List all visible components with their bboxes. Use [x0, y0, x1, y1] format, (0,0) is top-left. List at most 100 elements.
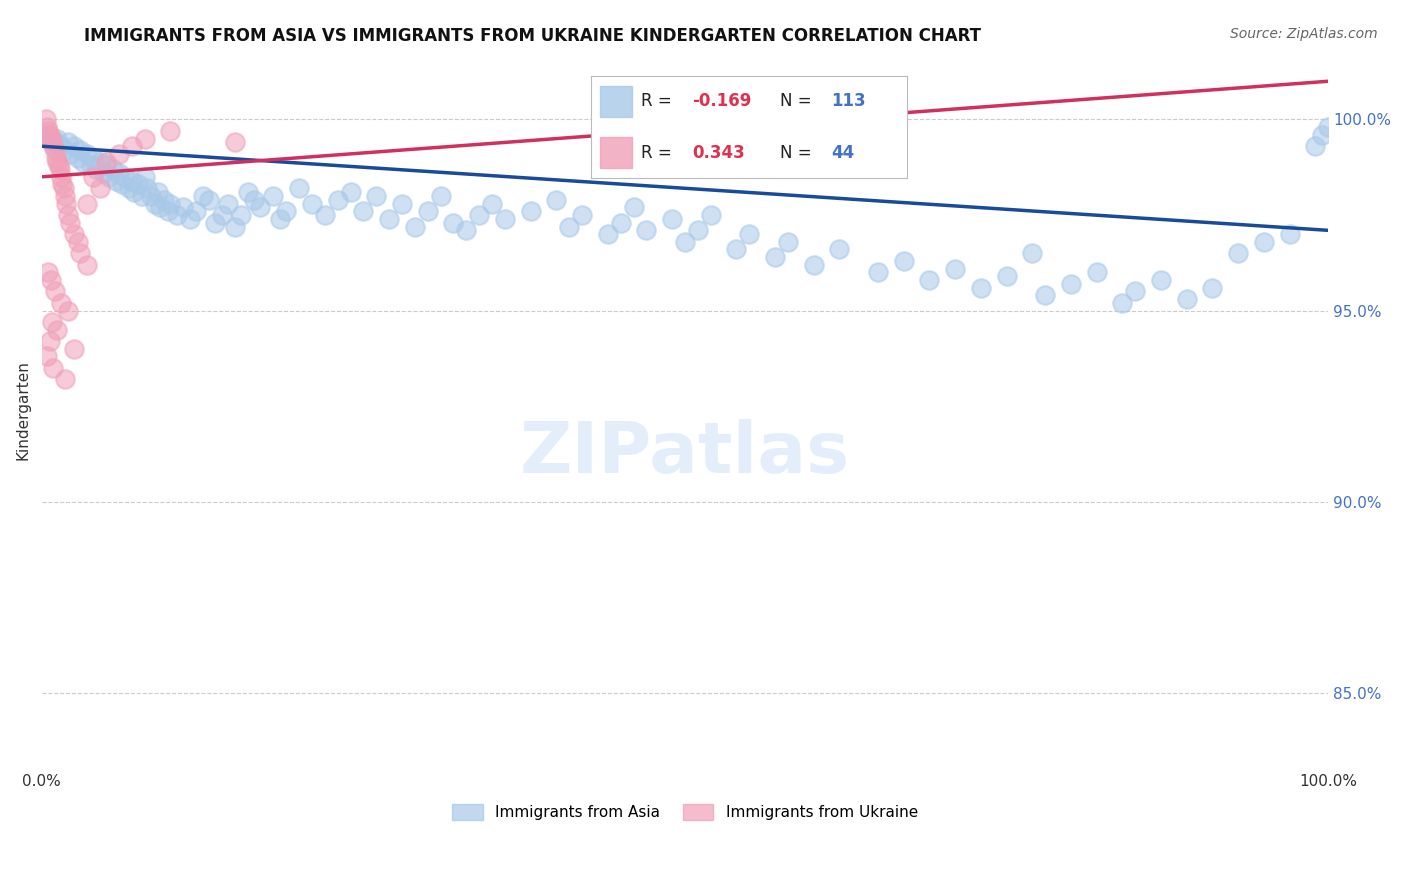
Point — [243, 193, 266, 207]
Point — [131, 189, 153, 203]
Point — [94, 158, 117, 172]
Point — [776, 235, 799, 249]
Point — [69, 143, 91, 157]
Point — [301, 196, 323, 211]
Point — [56, 303, 79, 318]
Point — [97, 169, 120, 184]
Point — [943, 261, 966, 276]
Point — [159, 124, 181, 138]
Point — [231, 208, 253, 222]
Point — [1227, 246, 1250, 260]
Point — [352, 204, 374, 219]
Point — [89, 181, 111, 195]
Point — [63, 342, 86, 356]
Point — [121, 174, 143, 188]
Point — [56, 208, 79, 222]
Point — [725, 243, 748, 257]
Point — [118, 181, 141, 195]
Point — [93, 166, 115, 180]
Point — [79, 158, 101, 172]
Point — [35, 350, 58, 364]
Point — [314, 208, 336, 222]
Point — [623, 201, 645, 215]
Point — [661, 211, 683, 226]
Point — [82, 169, 104, 184]
Point — [686, 223, 709, 237]
Point — [276, 204, 298, 219]
Point — [76, 147, 98, 161]
Point — [114, 169, 136, 184]
Point — [146, 185, 169, 199]
Point — [738, 227, 761, 242]
Point — [139, 189, 162, 203]
Point — [673, 235, 696, 249]
Point — [42, 360, 65, 375]
Text: 0.343: 0.343 — [692, 144, 745, 161]
Point — [46, 154, 69, 169]
Point — [108, 166, 131, 180]
Text: Source: ZipAtlas.com: Source: ZipAtlas.com — [1230, 27, 1378, 41]
Point — [204, 216, 226, 230]
Point — [44, 136, 66, 150]
Point — [456, 223, 478, 237]
Point — [763, 250, 786, 264]
Point — [143, 196, 166, 211]
Point — [236, 185, 259, 199]
Point — [44, 143, 66, 157]
Point — [52, 181, 75, 195]
Point — [53, 189, 76, 203]
Point — [136, 181, 159, 195]
Point — [37, 128, 59, 142]
Point — [1033, 288, 1056, 302]
Point — [1021, 246, 1043, 260]
Point — [404, 219, 426, 234]
Point — [41, 315, 63, 329]
Point — [918, 273, 941, 287]
Text: N =: N = — [780, 93, 817, 111]
Point — [110, 178, 132, 192]
Point — [76, 258, 98, 272]
Point — [134, 131, 156, 145]
Point — [609, 216, 631, 230]
Point — [48, 158, 70, 172]
Point — [211, 208, 233, 222]
Point — [636, 223, 658, 237]
Point — [179, 211, 201, 226]
Point — [56, 136, 79, 150]
Point — [55, 196, 77, 211]
Point — [35, 120, 58, 135]
Point — [38, 128, 60, 142]
Point — [53, 372, 76, 386]
Point — [198, 193, 221, 207]
Point — [41, 131, 63, 145]
Point — [172, 201, 194, 215]
Point — [63, 227, 86, 242]
Point — [49, 139, 72, 153]
Point — [970, 281, 993, 295]
Point — [378, 211, 401, 226]
Point — [391, 196, 413, 211]
Y-axis label: Kindergarten: Kindergarten — [15, 360, 30, 460]
Point — [45, 151, 67, 165]
Point — [49, 296, 72, 310]
Point — [37, 265, 59, 279]
Point — [1303, 139, 1326, 153]
Text: IMMIGRANTS FROM ASIA VS IMMIGRANTS FROM UKRAINE KINDERGARTEN CORRELATION CHART: IMMIGRANTS FROM ASIA VS IMMIGRANTS FROM … — [84, 27, 981, 45]
Point — [288, 181, 311, 195]
Point — [1310, 128, 1333, 142]
Point — [224, 136, 246, 150]
Point — [803, 258, 825, 272]
Bar — [600, 87, 631, 117]
Point — [186, 204, 208, 219]
Point — [429, 189, 451, 203]
Point — [63, 139, 86, 153]
Point — [339, 185, 361, 199]
Point — [46, 131, 69, 145]
Point — [1175, 292, 1198, 306]
Point — [127, 178, 149, 192]
Point — [1123, 285, 1146, 299]
Point — [39, 131, 62, 145]
Point — [121, 139, 143, 153]
Point — [84, 162, 107, 177]
Point — [159, 196, 181, 211]
